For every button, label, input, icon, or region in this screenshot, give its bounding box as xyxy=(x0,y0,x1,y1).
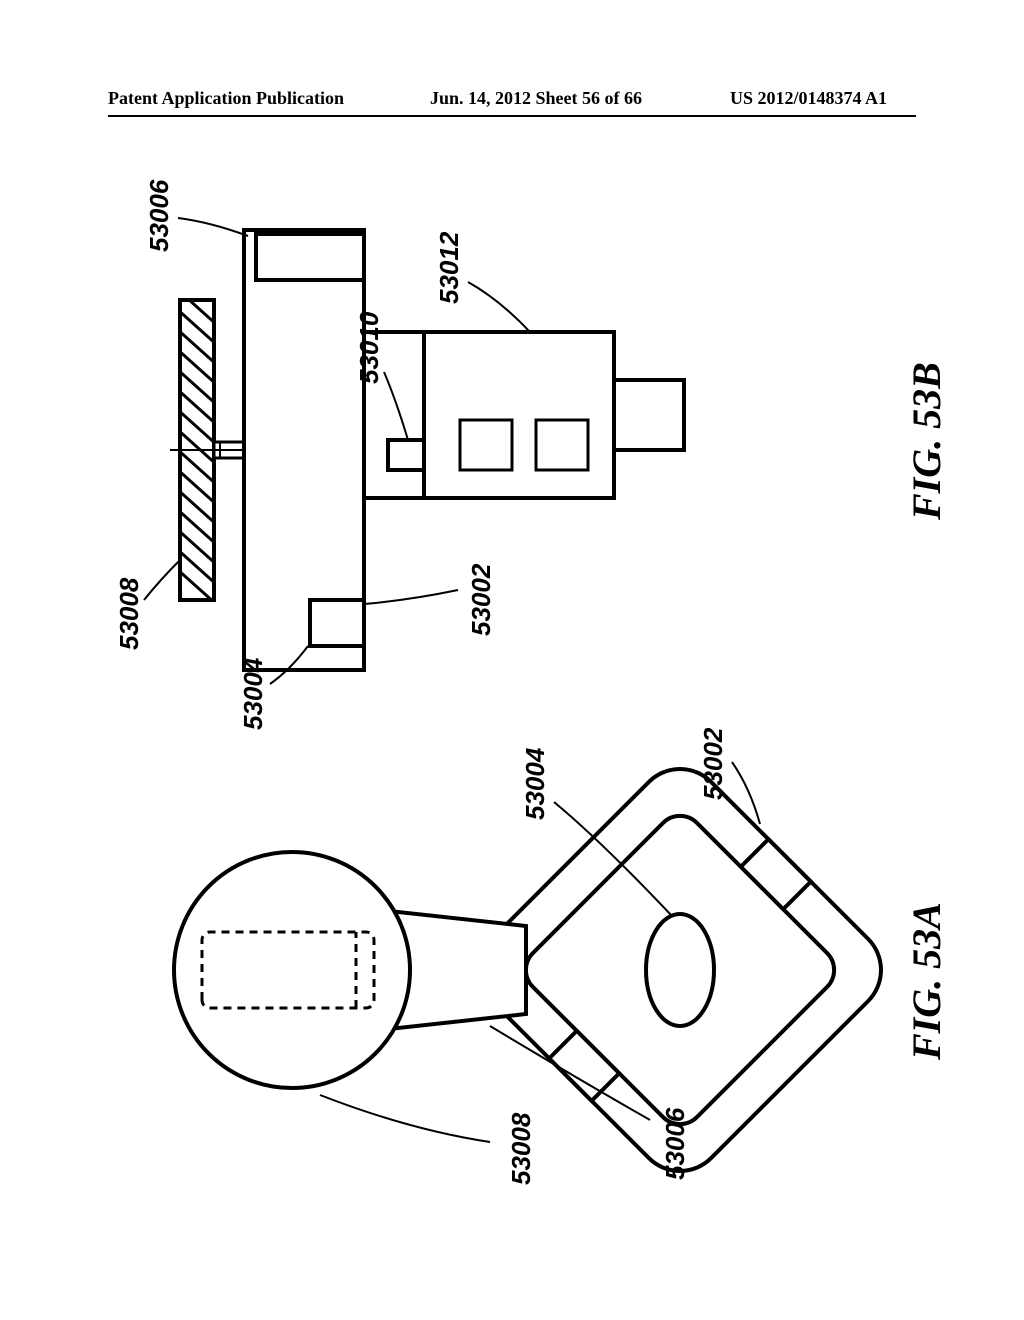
fig-53b-group: 53008 53006 53004 53002 xyxy=(114,179,949,730)
page-header: Patent Application Publication Jun. 14, … xyxy=(0,88,1024,118)
ref-53002-b: 53002 xyxy=(466,563,496,636)
patent-figure-svg: 53008 53006 53004 53002 xyxy=(60,160,964,1240)
fig-53a-label: FIG. 53A xyxy=(904,902,949,1061)
ref-53004-a: 53004 xyxy=(520,747,550,820)
fig-53a-group: 53008 53006 53004 53002 xyxy=(174,727,949,1189)
header-left: Patent Application Publication xyxy=(108,88,344,109)
header-center: Jun. 14, 2012 Sheet 56 of 66 xyxy=(430,88,642,109)
ref-53004-b: 53004 xyxy=(238,657,268,730)
ref-53008-b: 53008 xyxy=(114,577,144,650)
ref-53002-a: 53002 xyxy=(698,727,728,800)
ref-53012-b: 53012 xyxy=(434,231,464,304)
ref-53008-a: 53008 xyxy=(506,1112,536,1185)
header-rule xyxy=(108,115,916,117)
header-right: US 2012/0148374 A1 xyxy=(730,88,887,109)
patent-page: Patent Application Publication Jun. 14, … xyxy=(0,0,1024,1320)
ref-53006-b: 53006 xyxy=(144,179,174,252)
ref-53006-a: 53006 xyxy=(660,1107,690,1180)
figure-area: 53008 53006 53004 53002 xyxy=(60,160,964,1240)
fig-53b-label: FIG. 53B xyxy=(904,362,949,521)
ref-53010-b: 53010 xyxy=(354,311,384,384)
